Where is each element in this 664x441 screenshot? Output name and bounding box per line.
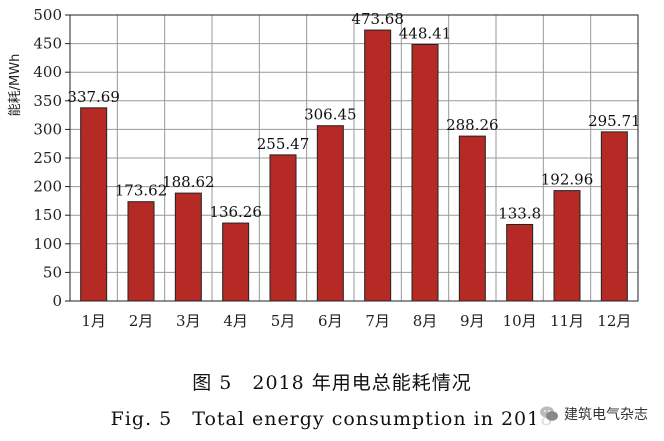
y-tick-label: 300 bbox=[33, 120, 62, 138]
data-label-10: 133.8 bbox=[498, 204, 541, 222]
data-label-6: 306.45 bbox=[304, 106, 357, 124]
bar-6 bbox=[316, 125, 344, 302]
plot-frame bbox=[69, 14, 639, 302]
grid-lines bbox=[65, 14, 639, 302]
x-tick-label: 3月 bbox=[176, 312, 201, 330]
data-label-9: 288.26 bbox=[446, 116, 499, 134]
y-tick-label: 250 bbox=[33, 149, 62, 167]
y-tick-label: 400 bbox=[33, 63, 62, 81]
x-tick-label: 11月 bbox=[550, 312, 584, 330]
watermark: 建筑电气杂志 bbox=[535, 402, 652, 426]
y-axis-label: 能耗/MWh bbox=[8, 54, 23, 117]
data-label-7: 473.68 bbox=[351, 10, 404, 28]
y-tick-label: 50 bbox=[43, 263, 62, 281]
x-tick-label: 12月 bbox=[597, 312, 631, 330]
bar-1 bbox=[80, 107, 108, 302]
y-tick-label: 200 bbox=[33, 178, 62, 196]
bar-12 bbox=[600, 131, 628, 302]
y-tick-label: 0 bbox=[52, 292, 62, 310]
x-tick-label: 9月 bbox=[460, 312, 485, 330]
bar-5 bbox=[269, 154, 297, 302]
x-tick-label: 7月 bbox=[365, 312, 390, 330]
bar-7 bbox=[364, 29, 392, 302]
data-label-8: 448.41 bbox=[399, 25, 452, 43]
y-tick-label: 100 bbox=[33, 235, 62, 253]
x-tick-label: 2月 bbox=[129, 312, 154, 330]
bar-10 bbox=[506, 223, 534, 302]
bars bbox=[80, 29, 628, 302]
watermark-text: 建筑电气杂志 bbox=[564, 407, 648, 423]
x-tick-label: 5月 bbox=[271, 312, 296, 330]
x-tick-label: 10月 bbox=[503, 312, 537, 330]
x-tick-label: 6月 bbox=[318, 312, 343, 330]
bar-3 bbox=[174, 192, 202, 302]
data-label-2: 173.62 bbox=[115, 182, 168, 200]
bar-11 bbox=[553, 190, 581, 302]
x-tick-label: 4月 bbox=[223, 312, 248, 330]
data-label-5: 255.47 bbox=[257, 135, 310, 153]
y-tick-labels: 0 50 100 150 200 250 300 350 400 450 500 bbox=[33, 6, 62, 310]
y-tick-label: 450 bbox=[33, 35, 62, 53]
x-tick-labels: 1月 2月 3月 4月 5月 6月 7月 8月 9月 10月 11月 12月 bbox=[81, 312, 631, 330]
y-tick-label: 150 bbox=[33, 206, 62, 224]
x-tick-label: 1月 bbox=[81, 312, 106, 330]
data-label-3: 188.62 bbox=[162, 173, 215, 191]
data-label-11: 192.96 bbox=[541, 171, 594, 189]
figure-caption-english: Fig. 5 Total energy consumption in 2018 bbox=[110, 408, 554, 430]
y-tick-label: 500 bbox=[33, 6, 62, 24]
wechat-icon bbox=[540, 406, 558, 421]
bar-2 bbox=[127, 201, 155, 302]
bar-4 bbox=[222, 222, 250, 302]
y-tick-label: 350 bbox=[33, 92, 62, 110]
bar-9 bbox=[458, 135, 486, 302]
data-label-12: 295.71 bbox=[588, 112, 641, 130]
x-tick-label: 8月 bbox=[413, 312, 438, 330]
figure-caption-chinese: 图 5 2018 年用电总能耗情况 bbox=[192, 372, 472, 394]
data-label-4: 136.26 bbox=[209, 203, 262, 221]
bar-8 bbox=[411, 44, 439, 302]
data-label-1: 337.69 bbox=[67, 88, 120, 106]
